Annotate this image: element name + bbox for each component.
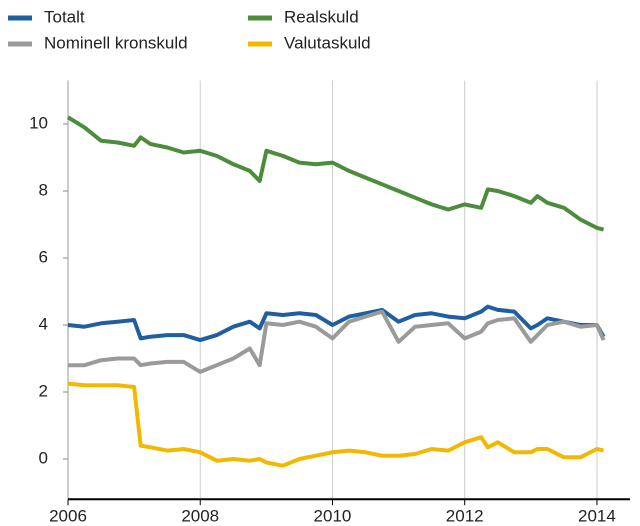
series-line (66, 115, 605, 232)
legend-label: Totalt (44, 7, 85, 26)
series-line (67, 304, 606, 343)
x-tick-label: 2012 (446, 507, 484, 526)
legend-label: Nominell kronskuld (44, 33, 188, 52)
y-tick-label: 4 (39, 315, 48, 334)
legend-label: Realskuld (284, 7, 359, 26)
y-tick-label: 2 (39, 381, 48, 400)
y-tick-label: 0 (39, 448, 48, 467)
x-tick-label: 2006 (49, 507, 87, 526)
series-line (67, 381, 605, 468)
series-line (68, 309, 606, 374)
y-tick-label: 8 (39, 181, 48, 200)
legend-label: Valutaskuld (284, 33, 371, 52)
y-tick-label: 6 (39, 248, 48, 267)
x-tick-label: 2008 (181, 507, 219, 526)
x-tick-label: 2014 (578, 507, 616, 526)
y-tick-label: 10 (29, 114, 48, 133)
x-tick-label: 2010 (314, 507, 352, 526)
